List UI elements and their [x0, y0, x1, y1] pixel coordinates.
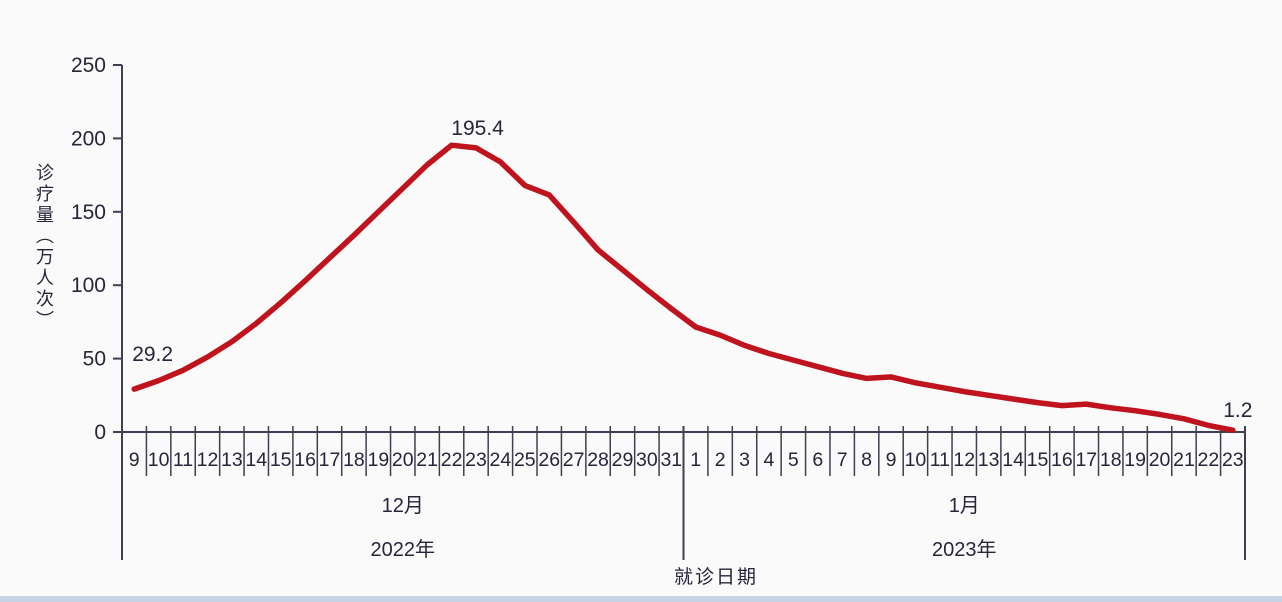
x-tick-label: 14	[1002, 449, 1024, 471]
x-tick-label: 28	[587, 449, 609, 471]
x-tick-label: 29	[612, 449, 634, 471]
data-point-label: 195.4	[451, 117, 504, 140]
x-tick-label: 18	[343, 449, 365, 471]
x-tick-label: 26	[538, 449, 560, 471]
x-tick-label: 16	[294, 449, 316, 471]
x-tick-label: 5	[788, 449, 799, 471]
y-axis-title: 诊疗量（万人次）	[34, 163, 54, 331]
x-tick-label: 13	[978, 449, 1000, 471]
y-tick-label: 250	[71, 54, 106, 77]
x-tick-label: 30	[636, 449, 658, 471]
x-tick-label: 6	[812, 449, 823, 471]
x-tick-label: 2	[715, 449, 726, 471]
x-tick-label: 4	[764, 449, 775, 471]
y-tick-label: 200	[71, 127, 106, 150]
x-tick-label: 19	[367, 449, 389, 471]
year-label: 2022年	[371, 538, 436, 561]
x-tick-label: 10	[148, 449, 170, 471]
x-tick-label: 14	[245, 449, 267, 471]
data-point-label: 29.2	[132, 343, 173, 366]
x-tick-label: 7	[837, 449, 848, 471]
y-tick-label: 0	[94, 421, 106, 444]
x-tick-label: 11	[173, 449, 193, 471]
bottom-edge-strip	[0, 596, 1282, 602]
x-tick-label: 21	[416, 449, 438, 471]
data-line	[131, 142, 1236, 433]
x-tick-label: 21	[1173, 449, 1195, 471]
x-tick-label: 25	[514, 449, 536, 471]
x-tick-label: 22	[441, 449, 463, 471]
x-tick-label: 12	[953, 449, 975, 471]
data-point-label: 1.2	[1223, 399, 1252, 422]
x-tick-label: 22	[1198, 449, 1220, 471]
month-label: 12月	[382, 495, 424, 517]
x-tick-label: 15	[270, 449, 292, 471]
x-tick-label: 9	[886, 449, 897, 471]
x-tick-label: 9	[129, 449, 140, 471]
x-tick-label: 18	[1100, 449, 1122, 471]
x-tick-label: 11	[930, 449, 950, 471]
y-tick-label: 100	[71, 274, 106, 297]
x-tick-label: 17	[319, 449, 341, 471]
x-tick-label: 31	[660, 449, 682, 471]
x-tick-label: 20	[392, 449, 414, 471]
x-tick-label: 13	[221, 449, 243, 471]
x-tick-label: 15	[1027, 449, 1049, 471]
x-tick-label: 19	[1124, 449, 1146, 471]
month-label: 1月	[949, 495, 980, 517]
x-tick-label: 23	[465, 449, 487, 471]
x-tick-label: 12	[197, 449, 219, 471]
x-axis-title: 就诊日期	[673, 567, 758, 588]
y-tick-label: 50	[83, 348, 106, 371]
x-tick-label: 17	[1075, 449, 1097, 471]
x-tick-label: 10	[905, 449, 927, 471]
x-tick-label: 1	[690, 449, 701, 471]
year-label: 2023年	[932, 538, 997, 561]
y-tick-label: 150	[71, 201, 106, 224]
x-tick-label: 20	[1149, 449, 1171, 471]
x-tick-label: 3	[739, 449, 750, 471]
x-tick-label: 8	[861, 449, 872, 471]
x-tick-label: 23	[1222, 449, 1244, 471]
x-tick-label: 24	[490, 449, 512, 471]
x-tick-label: 16	[1051, 449, 1073, 471]
x-tick-label: 27	[563, 449, 585, 471]
